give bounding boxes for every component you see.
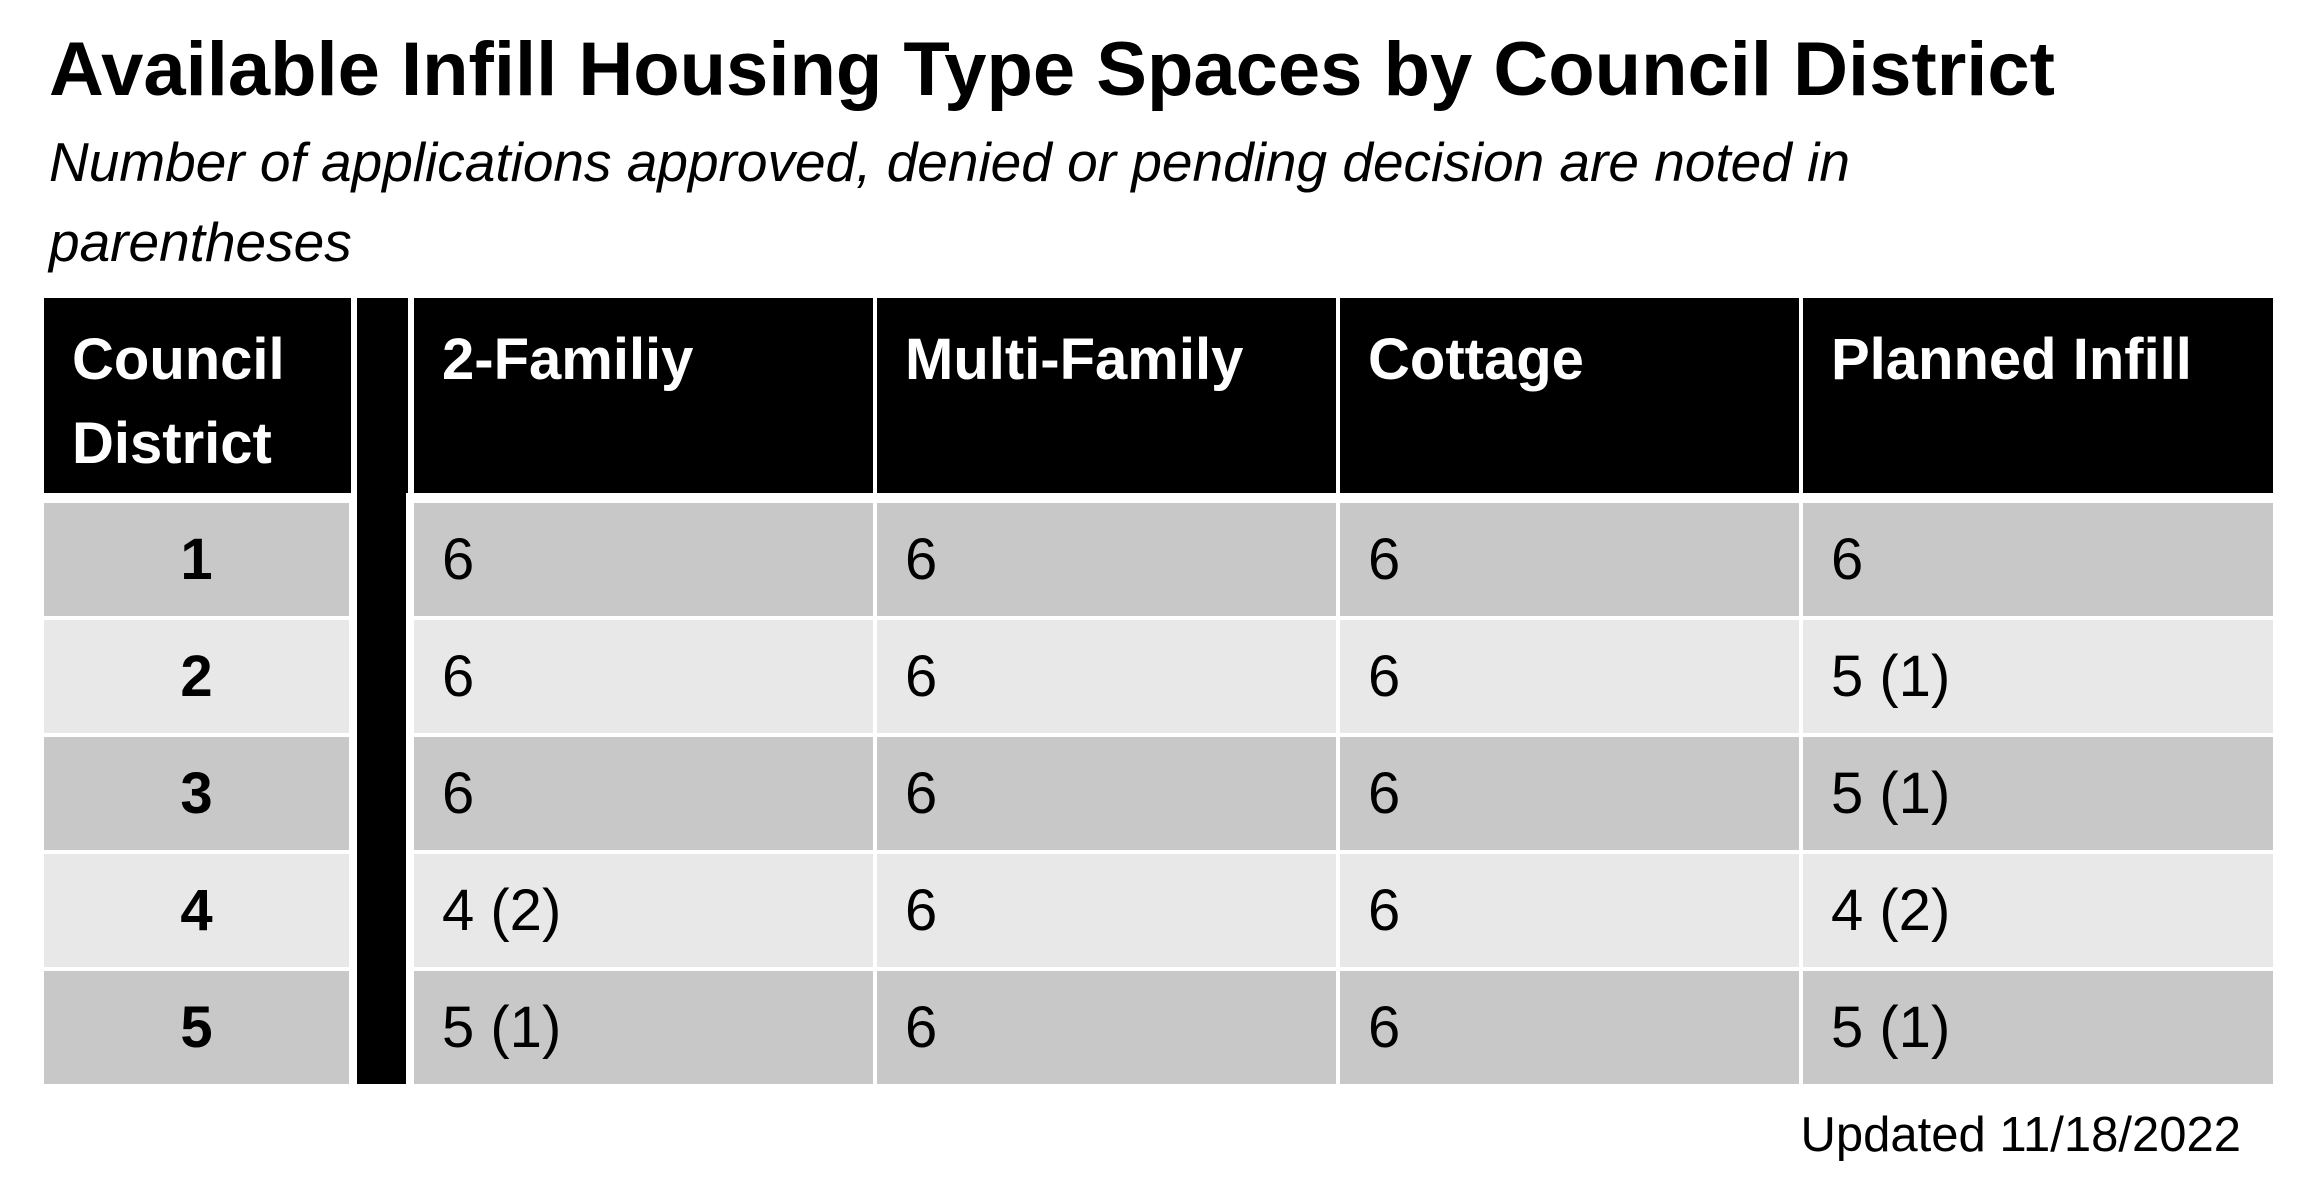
cottage-cell: 6 xyxy=(1340,503,1803,620)
spacer-cell xyxy=(44,493,357,503)
cottage-cell: 6 xyxy=(1340,854,1803,971)
separator-bar xyxy=(357,620,414,737)
separator-bar xyxy=(357,737,414,854)
page-subtitle: Number of applications approved, denied … xyxy=(49,131,1850,273)
table-row: 5 5 (1) 6 6 5 (1) xyxy=(44,971,2273,1088)
district-cell: 5 xyxy=(44,971,357,1088)
header-planned-infill: Planned Infill xyxy=(1803,298,2273,493)
separator-bar xyxy=(357,971,414,1088)
table-row: 1 6 6 6 6 xyxy=(44,503,2273,620)
planned-infill-cell: 4 (2) xyxy=(1803,854,2273,971)
multi-family-cell: 6 xyxy=(877,620,1340,737)
separator-bar xyxy=(357,503,414,620)
separator-bar xyxy=(357,854,414,971)
table-header-row: Council District 2-Familiy Multi-Family … xyxy=(44,298,2273,493)
two-family-cell: 6 xyxy=(414,503,877,620)
two-family-cell: 5 (1) xyxy=(414,971,877,1088)
two-family-cell: 6 xyxy=(414,737,877,854)
planned-infill-cell: 6 xyxy=(1803,503,2273,620)
multi-family-cell: 6 xyxy=(877,971,1340,1088)
infill-spaces-table: Council District 2-Familiy Multi-Family … xyxy=(44,298,2273,1088)
page-title: Available Infill Housing Type Spaces by … xyxy=(49,27,2055,112)
district-cell: 2 xyxy=(44,620,357,737)
district-cell: 1 xyxy=(44,503,357,620)
multi-family-cell: 6 xyxy=(877,737,1340,854)
planned-infill-cell: 5 (1) xyxy=(1803,737,2273,854)
planned-infill-cell: 5 (1) xyxy=(1803,971,2273,1088)
table-row: 3 6 6 6 5 (1) xyxy=(44,737,2273,854)
cottage-cell: 6 xyxy=(1340,737,1803,854)
district-cell: 4 xyxy=(44,854,357,971)
multi-family-cell: 6 xyxy=(877,854,1340,971)
table-row: 2 6 6 6 5 (1) xyxy=(44,620,2273,737)
district-cell: 3 xyxy=(44,737,357,854)
header-cottage: Cottage xyxy=(1340,298,1803,493)
header-multi-family: Multi-Family xyxy=(877,298,1340,493)
spacer-cell xyxy=(1340,493,1803,503)
header-spacer-row xyxy=(44,493,2273,503)
planned-infill-cell: 5 (1) xyxy=(1803,620,2273,737)
cottage-cell: 6 xyxy=(1340,620,1803,737)
multi-family-cell: 6 xyxy=(877,503,1340,620)
header-council-district-line1: Council xyxy=(72,327,285,392)
header-separator xyxy=(357,298,414,493)
two-family-cell: 4 (2) xyxy=(414,854,877,971)
header-council-district-line2: District xyxy=(72,411,272,476)
separator-bar xyxy=(357,493,414,503)
spacer-cell xyxy=(1803,493,2273,503)
header-council-district: Council District xyxy=(44,298,357,493)
spacer-cell xyxy=(414,493,877,503)
table-row: 4 4 (2) 6 6 4 (2) xyxy=(44,854,2273,971)
two-family-cell: 6 xyxy=(414,620,877,737)
spacer-cell xyxy=(877,493,1340,503)
cottage-cell: 6 xyxy=(1340,971,1803,1088)
updated-date: Updated 11/18/2022 xyxy=(1800,1108,2241,1162)
header-2-family: 2-Familiy xyxy=(414,298,877,493)
